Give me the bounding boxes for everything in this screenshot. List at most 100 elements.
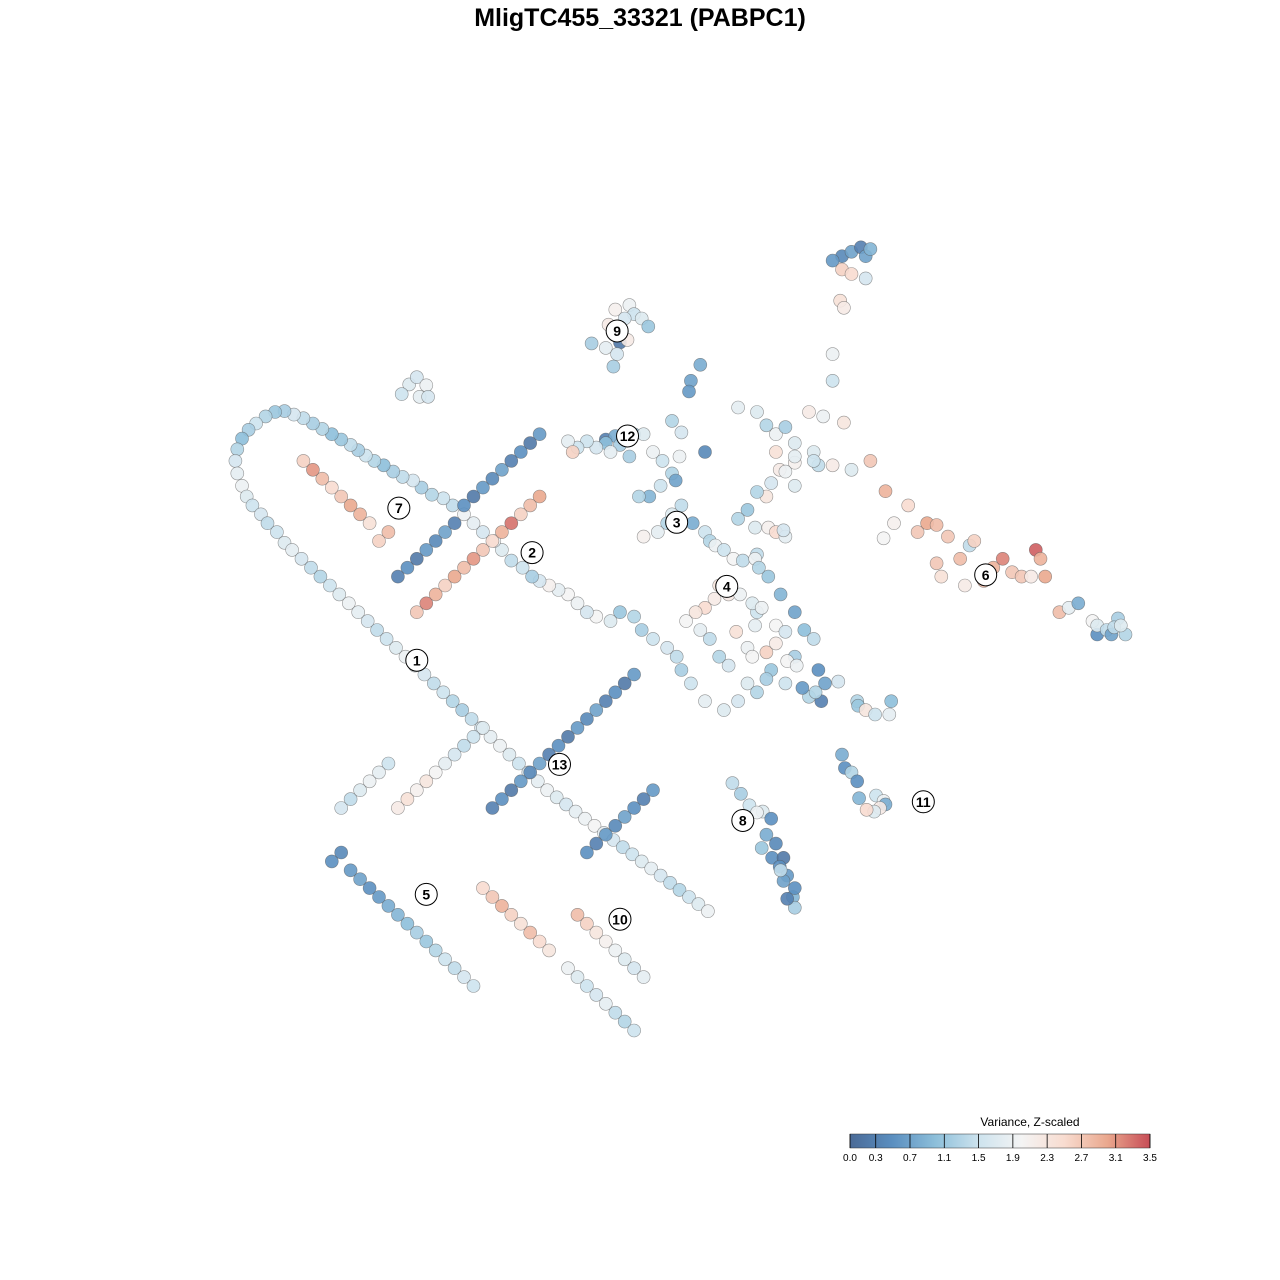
data-point [419,596,434,611]
data-point [409,370,424,385]
data-point [386,464,401,479]
cluster-label-marker [414,882,438,906]
data-point [400,916,415,931]
legend-tick-label: 2.3 [1040,1153,1054,1164]
data-point [466,979,481,993]
data-point [370,623,384,637]
data-point [608,818,623,833]
legend-title: Variance, Z-scaled [980,1115,1080,1129]
data-point [362,774,377,789]
data-point [353,783,367,798]
data-point [831,674,846,689]
data-point [787,900,802,915]
cluster-label-text: 6 [982,567,990,583]
data-point [515,560,530,575]
data-point [228,454,243,468]
cluster-label: 3 [665,510,689,534]
data-point [646,783,660,798]
data-point [409,605,424,620]
data-point [447,747,462,762]
data-point [428,765,443,780]
data-point [372,534,386,548]
data-point [769,636,783,651]
data-point [707,591,722,606]
data-point [438,952,452,967]
data-point [773,587,788,602]
cluster-label: 6 [974,563,998,587]
data-point [419,774,434,789]
data-point [532,427,547,442]
data-point [789,658,804,673]
data-point [688,605,703,620]
data-point [627,667,641,682]
data-point [285,543,299,557]
cluster-label: 8 [731,808,755,832]
data-point [466,729,481,744]
data-point [542,943,556,958]
data-point [1033,551,1048,566]
data-point [589,703,604,717]
data-point [525,569,539,584]
data-point [901,498,916,513]
cluster-label: 1 [405,648,429,672]
data-point [332,587,347,602]
data-point [323,578,337,593]
data-point [910,525,925,539]
cluster-label: 11 [911,790,935,814]
cluster-label-marker [974,563,998,587]
data-point [603,445,618,459]
data-point [532,756,547,771]
data-point [995,551,1010,566]
data-point [260,516,275,531]
data-point [315,471,330,486]
data-point [570,596,585,611]
data-point [702,632,717,646]
data-point [419,378,434,393]
data-point [580,605,594,620]
data-point [485,801,500,815]
data-point [495,462,509,477]
data-point [682,384,696,399]
cluster-label-text: 2 [528,545,536,561]
data-point [778,420,793,434]
data-point [608,943,623,958]
data-point [887,516,901,531]
data-point [495,792,509,806]
data-point [391,569,405,584]
data-point [421,389,435,404]
data-point [483,729,498,744]
data-point [674,663,689,677]
data-point [876,531,891,546]
data-point [674,425,689,440]
data-point [617,952,632,967]
data-point [818,676,832,691]
data-point [523,925,538,940]
legend-tick-label: 0.0 [843,1153,857,1164]
data-point [693,357,708,372]
data-point [389,640,403,655]
data-point [598,827,613,842]
data-point [504,783,519,798]
data-point [884,694,899,709]
cluster-label-text: 3 [673,514,681,530]
data-point [644,861,659,876]
legend-tick-label: 1.9 [1006,1153,1020,1164]
data-point [859,802,874,817]
data-point [665,414,679,428]
data-point [684,676,698,691]
data-point [787,881,802,895]
data-point [682,890,696,904]
data-point [698,694,712,709]
legend-tick-label: 2.7 [1074,1153,1088,1164]
data-point [1071,596,1086,611]
data-point [258,409,273,424]
data-point [759,827,774,842]
data-point [296,454,311,468]
data-point [343,863,358,878]
cluster-label-marker [911,790,935,814]
data-point [764,811,779,826]
data-point [457,498,471,513]
data-point [565,445,580,459]
data-point [513,774,528,789]
data-point [787,449,802,464]
